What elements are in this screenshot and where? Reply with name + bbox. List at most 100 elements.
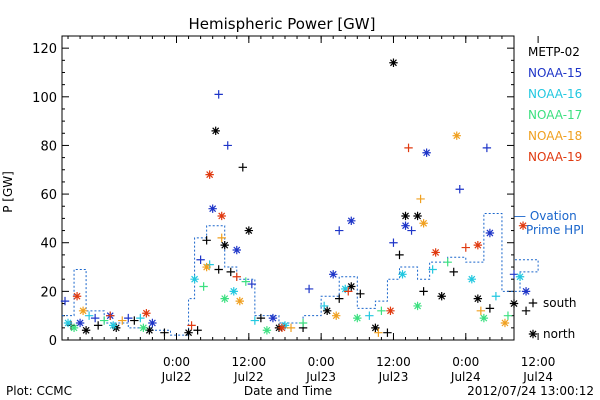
marker-legend-label-south: south xyxy=(543,296,577,310)
point-metp-02-south xyxy=(214,265,223,274)
marker-legend-symbol-south xyxy=(528,298,538,308)
x-tick-time: 12:00 xyxy=(376,355,411,369)
point-noaa-18-north xyxy=(202,262,211,272)
point-noaa-19-south xyxy=(404,143,413,153)
point-noaa-19-north xyxy=(518,221,528,230)
x-axis-label: Date and Time xyxy=(244,384,332,398)
point-noaa-16-north xyxy=(467,275,477,284)
point-noaa-18-south xyxy=(476,306,486,316)
point-noaa-19-north xyxy=(386,306,395,316)
point-metp-02-north xyxy=(509,299,519,308)
point-noaa-15-south xyxy=(482,143,492,153)
point-metp-02-south xyxy=(485,304,495,313)
point-metp-02-north xyxy=(437,292,446,301)
point-metp-02-south xyxy=(202,236,211,245)
point-noaa-15-north xyxy=(232,245,241,255)
point-noaa-16-south xyxy=(428,265,437,274)
point-metp-02-south xyxy=(521,306,531,316)
point-noaa-18-north xyxy=(452,131,461,140)
point-noaa-15-north xyxy=(521,287,531,296)
point-metp-02-north xyxy=(211,126,220,136)
point-noaa-17-south xyxy=(377,306,386,316)
y-tick-label: 120 xyxy=(32,42,57,57)
x-tick-time: 0:00 xyxy=(308,355,335,369)
point-noaa-17-north xyxy=(353,313,362,323)
point-noaa-17-south xyxy=(443,257,452,267)
point-metp-02-north xyxy=(347,282,356,291)
y-tick-label: 0 xyxy=(49,334,57,349)
x-tick-date: Jul22 xyxy=(161,370,192,384)
x-tick-date: Jul24 xyxy=(450,370,481,384)
point-metp-02-north xyxy=(244,226,254,235)
point-noaa-19-north xyxy=(473,240,483,250)
point-noaa-18-north xyxy=(332,311,341,320)
point-noaa-16-north xyxy=(63,318,73,328)
point-noaa-16-north xyxy=(341,284,350,294)
point-noaa-19-south xyxy=(232,272,241,281)
point-noaa-15-south xyxy=(214,90,223,99)
point-metp-02-north xyxy=(473,294,483,303)
point-noaa-18-north xyxy=(78,306,88,316)
point-noaa-15-south xyxy=(124,313,133,323)
point-metp-02-south xyxy=(226,267,235,277)
point-noaa-15-north xyxy=(347,216,356,226)
point-noaa-15-south xyxy=(304,284,314,294)
point-noaa-15-south xyxy=(335,226,344,235)
point-noaa-15-south xyxy=(223,141,232,150)
point-noaa-15-south xyxy=(196,255,205,264)
ovation-label-line2: Prime HPI xyxy=(526,223,584,237)
legend-entry-noaa-18: NOAA-18 xyxy=(528,129,582,143)
y-tick-label: 20 xyxy=(40,285,57,300)
point-metp-02-north xyxy=(389,58,398,67)
point-noaa-15-south xyxy=(247,279,257,289)
point-metp-02-south xyxy=(238,163,247,172)
y-axis-ticks: 0 20 40 60 80 100 120 xyxy=(32,35,514,349)
ovation-hpi-series xyxy=(62,213,539,336)
point-noaa-15-north xyxy=(148,318,157,328)
point-metp-02-north xyxy=(322,306,332,316)
point-noaa-19-north xyxy=(142,309,151,318)
point-noaa-17-south xyxy=(199,282,208,291)
point-metp-02-south xyxy=(356,289,365,298)
marker-legend-label-north: north xyxy=(543,327,575,341)
point-metp-02-south xyxy=(383,328,392,337)
marker-legend: south north xyxy=(528,296,577,341)
point-noaa-15-south xyxy=(389,238,398,247)
point-metp-02-south xyxy=(395,250,404,260)
y-tick-label: 100 xyxy=(32,91,57,106)
point-noaa-18-south xyxy=(374,328,383,337)
point-noaa-18-south xyxy=(217,233,226,243)
point-noaa-16-south xyxy=(136,313,145,323)
x-tick-date: Jul23 xyxy=(305,370,336,384)
point-noaa-17-south xyxy=(298,318,308,328)
point-noaa-19-south xyxy=(344,287,353,296)
point-noaa-15-south xyxy=(455,185,464,194)
y-tick-label: 60 xyxy=(40,188,57,203)
point-metp-02-north xyxy=(184,328,193,337)
y-axis-label: P [GW] xyxy=(1,171,15,213)
point-noaa-19-north xyxy=(431,248,440,257)
plot-credit: Plot: CCMC xyxy=(6,384,72,398)
point-noaa-15-south xyxy=(60,296,70,306)
series-legend: METP-02 NOAA-15 NOAA-16 NOAA-17 NOAA-18 NOAA-… xyxy=(528,45,582,164)
x-axis-ticks: 0:00Jul2212:00Jul220:00Jul2312:00Jul230:… xyxy=(67,36,555,384)
point-noaa-17-south xyxy=(99,316,109,325)
y-tick-label: 80 xyxy=(40,139,57,154)
point-metp-02-south xyxy=(256,313,266,323)
point-metp-02-south xyxy=(335,294,344,303)
timestamp: 2012/07/24 13:00:12 xyxy=(467,384,594,398)
point-noaa-19-south xyxy=(187,321,196,330)
legend-entry-noaa-16: NOAA-16 xyxy=(528,87,582,101)
point-metp-02-north xyxy=(371,323,380,333)
point-noaa-15-north xyxy=(208,204,217,213)
point-noaa-15-north xyxy=(75,318,85,328)
point-noaa-16-south xyxy=(365,311,374,320)
point-metp-02-south xyxy=(419,287,428,296)
legend-entry-noaa-15: NOAA-15 xyxy=(528,66,582,80)
point-noaa-17-south xyxy=(503,311,513,320)
point-noaa-17-north xyxy=(413,301,422,311)
point-noaa-19-north xyxy=(72,292,82,301)
ovation-legend: — Ovation Prime HPI xyxy=(514,209,584,237)
x-tick-time: 12:00 xyxy=(232,355,267,369)
